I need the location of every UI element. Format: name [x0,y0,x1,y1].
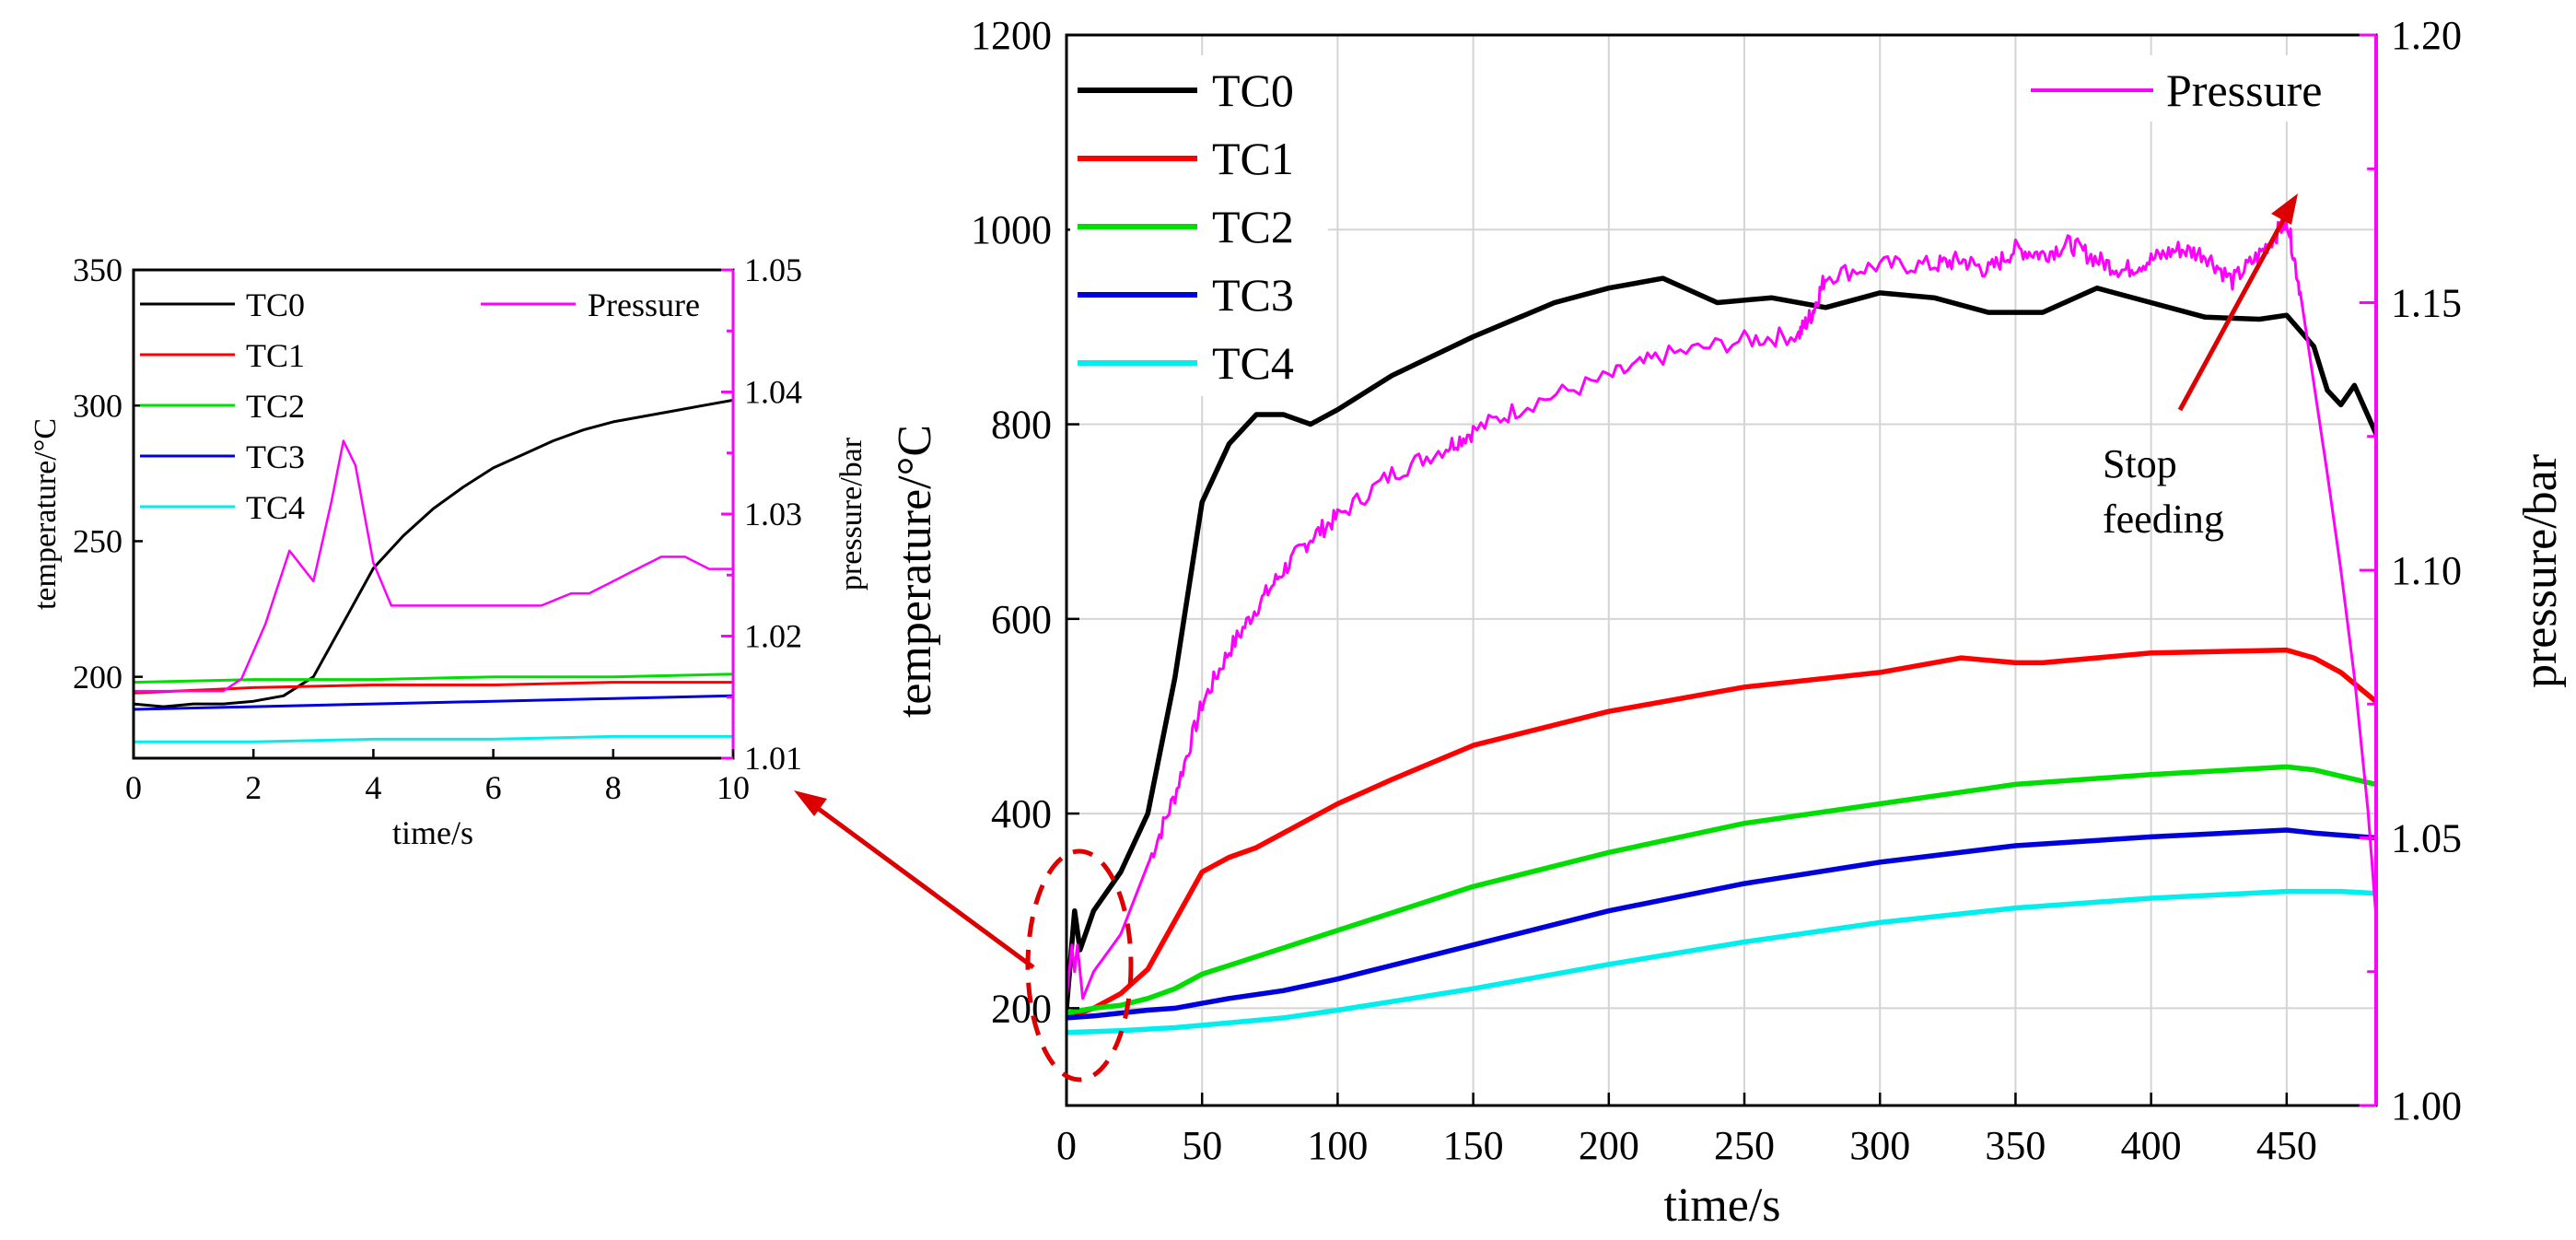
main-series-tc2 [1067,764,2376,1016]
inset-legend: TC0 TC1 TC2 TC3 TC4 Pressure [140,287,700,526]
main-y-tick-label: 1200 [971,13,1052,58]
inset-x-tick-label: 6 [485,769,502,806]
inset-series-tc0 [134,398,733,708]
main-legend-label-pressure: Pressure [2166,64,2322,116]
main-y-axis-label: temperature/°C [889,425,941,718]
inset-y-tick-label: 250 [73,523,122,560]
main-series-tc3 [1067,827,2376,1021]
inset-x-tick-label: 10 [717,769,750,806]
inset-y-tick-label: 350 [73,252,122,288]
main-x-tick-label: 150 [1443,1123,1504,1168]
inset-legend-label-tc1: TC1 [246,337,305,374]
annotation-stop: Stop [2103,441,2177,486]
inset-legend-label-tc4: TC4 [246,489,305,526]
inset-y2-tick-label: 1.04 [744,374,802,411]
main-legend-label-tc3: TC3 [1212,269,1294,321]
inset-y2-tick-label: 1.02 [744,618,802,655]
inset-x-tick-label: 8 [605,769,622,806]
main-x-tick-label: 450 [2256,1123,2317,1168]
main-x-axis-label: time/s [1663,1179,1780,1232]
main-series-tc0 [1067,275,2376,1012]
main-y-tick-label: 600 [991,597,1052,642]
inset-x-tick-label: 4 [365,769,381,806]
main-x-tick-label: 50 [1182,1123,1222,1168]
main-series-tc4 [1067,888,2376,1035]
inset-series-tc2 [134,673,733,684]
zoom-arrow [807,799,1035,970]
main-y2-tick-label: 1.00 [2391,1083,2462,1129]
inset-series [134,398,733,743]
inset-legend-label-tc2: TC2 [246,388,305,425]
main-y-tick-label: 200 [991,986,1052,1031]
inset-ticks: 0 2 4 6 8 10 200 250 300 350 1.01 1.02 1.03 1.04 1.05 [73,252,802,806]
inset-y-tick-label: 300 [73,387,122,424]
main-y-tick-label: 800 [991,403,1052,448]
inset-x-tick-label: 2 [245,769,262,806]
inset-legend-label-tc0: TC0 [246,287,305,323]
main-x-tick-label: 200 [1579,1123,1639,1168]
main-x-tick-label: 350 [1985,1123,2046,1168]
inset-y2-tick-label: 1.03 [744,496,802,532]
inset-chart: 0 2 4 6 8 102002503003501.011.021.031.041.05 … [29,252,868,851]
inset-series-tc4 [134,734,733,743]
inset-series-tc1 [134,681,733,695]
main-x-tick-label: 100 [1307,1123,1368,1168]
inset-legend-label-tc3: TC3 [246,439,305,475]
inset-series-pressure [134,439,733,693]
inset-y-tick-label: 200 [73,659,122,696]
main-legend-label-tc1: TC1 [1212,133,1294,184]
main-x-tick-label: 300 [1849,1123,1910,1168]
main-y-tick-label: 1000 [971,207,1052,252]
inset-x-axis-label: time/s [392,814,473,851]
main-legend-label-tc2: TC2 [1212,201,1294,252]
main-legend: TC0 TC1 TC2 TC3 TC4 Pressure [1070,55,2367,396]
main-y2-tick-label: 1.15 [2391,280,2462,325]
main-y2-tick-label: 1.10 [2391,548,2462,593]
stop-feeding-arrowhead [2271,193,2298,225]
main-y-tick-label: 400 [991,791,1052,836]
main-chart: 0 50 100 150 200 250 300 350 400 450 200 400 600 800 1… [889,13,2567,1232]
inset-legend-label-pressure: Pressure [588,287,700,323]
annotation-feeding: feeding [2103,497,2224,542]
inset-y2-tick-label: 1.05 [744,252,802,288]
main-ticks: 0 50 100 150 200 250 300 350 400 450 200 400 600 800 1… [971,13,2462,1168]
main-x-tick-label: 250 [1714,1123,1775,1168]
inset-y2-tick-label: 1.01 [744,740,802,777]
main-series-tc1 [1067,647,2376,1021]
main-y2-axis-label: pressure/bar [2514,454,2567,688]
inset-y2-axis-label: pressure/bar [834,437,868,591]
inset-y-axis-label: temperature/°C [29,418,63,610]
inset-x-tick-label: 0 [125,769,142,806]
main-y2-tick-label: 1.05 [2391,815,2462,860]
main-legend-label-tc4: TC4 [1212,337,1294,389]
zoom-arrowhead [794,790,827,816]
main-y2-tick-label: 1.20 [2391,13,2462,58]
stop-feeding-arrow [2177,208,2291,412]
main-x-tick-label: 400 [2121,1123,2182,1168]
inset-series-tc3 [134,694,733,711]
main-x-tick-label: 0 [1056,1123,1077,1168]
main-legend-label-tc0: TC0 [1212,64,1294,116]
